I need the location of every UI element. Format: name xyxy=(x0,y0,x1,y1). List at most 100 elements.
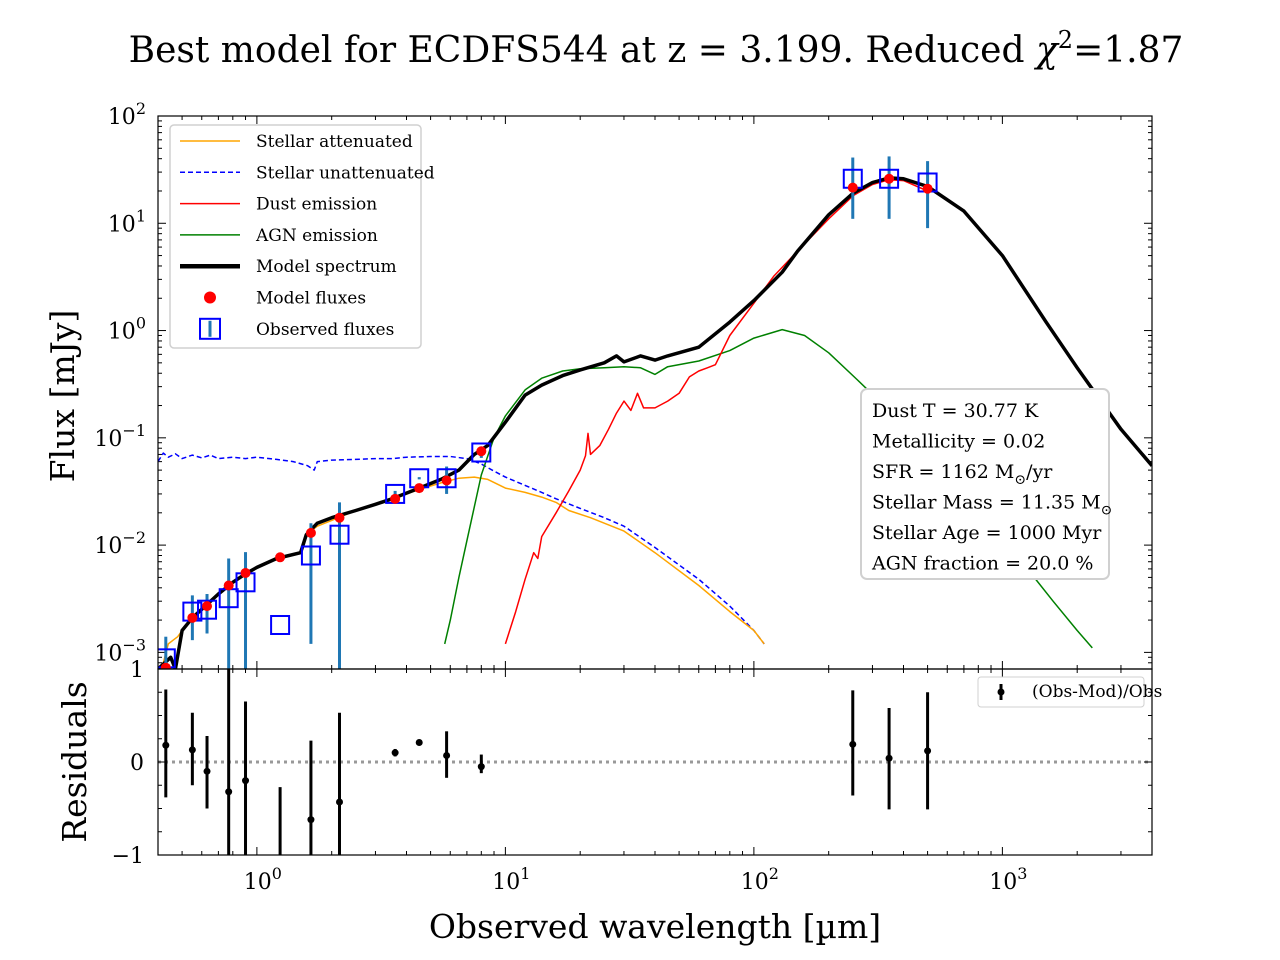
info-box: Dust T = 30.77 K Metallicity = 0.02 SFR = … xyxy=(860,388,1113,580)
observed-fluxes xyxy=(158,156,938,669)
legend-marker-observed-flux xyxy=(199,317,221,340)
observed-flux-marker xyxy=(300,545,321,566)
residual-point xyxy=(443,751,451,759)
y-tick-base: 10 xyxy=(94,427,122,452)
residual-point xyxy=(162,741,170,749)
residual-point xyxy=(335,798,343,806)
residual-legend-box xyxy=(977,676,1145,708)
legend-label: Stellar attenuated xyxy=(256,132,413,152)
title-suffix: =1.87 xyxy=(1073,30,1183,71)
model-flux-point xyxy=(922,183,933,194)
y-tick-exp: 2 xyxy=(136,99,146,118)
residual-point xyxy=(225,788,233,796)
observed-flux-marker xyxy=(879,168,900,189)
y-tick-base: 10 xyxy=(108,320,136,345)
x-tick-label: 103 xyxy=(989,864,1027,895)
model-flux-point xyxy=(441,475,452,486)
info-line-text: Dust T = 30.77 K xyxy=(872,400,1039,422)
legend-label: Model spectrum xyxy=(256,257,397,277)
model-flux-point xyxy=(160,662,171,669)
title-sup: 2 xyxy=(1058,26,1073,54)
y-tick-label: 102 xyxy=(108,99,146,130)
x-tick-label: 100 xyxy=(244,864,282,895)
chart-title: Best model for ECDFS544 at z = 3.199. Re… xyxy=(129,26,1184,71)
residual-y-tick-label: 0 xyxy=(130,751,144,776)
x-tick-label: 101 xyxy=(492,864,530,895)
y-tick-label: 10−3 xyxy=(94,635,146,666)
info-line: SFR = 1162 M⊙/yr xyxy=(872,461,1053,488)
legend-marker-model-flux xyxy=(204,291,216,304)
y-tick-label: 100 xyxy=(108,314,146,345)
title-chi: χ xyxy=(1033,30,1060,71)
residual-y-tick-label: 1 xyxy=(130,658,144,683)
residual-axis-title: Residuals xyxy=(55,681,94,842)
legend-label: Observed fluxes xyxy=(256,320,394,340)
info-line-suffix: /yr xyxy=(1026,461,1053,483)
residual-frame xyxy=(157,668,1153,856)
residual-point xyxy=(885,754,893,762)
observed-flux-marker xyxy=(471,442,492,463)
residual-point xyxy=(242,777,250,785)
x-tick-base: 10 xyxy=(492,870,520,895)
info-line: Metallicity = 0.02 xyxy=(872,431,1045,453)
residual-y-tick-label: −1 xyxy=(112,844,144,869)
model-flux-point xyxy=(884,173,895,184)
y-tick-base: 10 xyxy=(94,534,122,559)
info-line-text: SFR = 1162 M xyxy=(872,461,1014,483)
info-box-frame xyxy=(860,388,1110,580)
model-flux-point xyxy=(305,527,316,538)
y-tick-base: 10 xyxy=(94,641,122,666)
x-tick-exp: 2 xyxy=(769,864,779,883)
model-flux-point xyxy=(390,493,401,504)
observed-flux-marker xyxy=(329,524,350,545)
model-fluxes xyxy=(160,173,933,669)
info-line: Dust T = 30.77 K xyxy=(872,400,1039,422)
x-tick-exp: 0 xyxy=(272,864,282,883)
x-tick-base: 10 xyxy=(244,870,272,895)
y-tick-exp: −1 xyxy=(122,421,146,440)
observed-flux-marker xyxy=(270,614,291,635)
model-flux-point xyxy=(414,483,425,494)
x-tick-exp: 3 xyxy=(1017,864,1027,883)
info-line-text: Stellar Age = 1000 Myr xyxy=(872,522,1102,544)
title-prefix: Best model for ECDFS544 at z = 3.199. Re… xyxy=(129,30,1036,71)
series-line-stellar-unattenuated xyxy=(158,452,765,645)
legend-label: Dust emission xyxy=(256,195,377,215)
residual-legend-label: (Obs-Mod)/Obs xyxy=(1032,682,1162,702)
model-flux-point xyxy=(202,601,213,612)
y-tick-label: 10−2 xyxy=(94,528,146,559)
model-flux-point xyxy=(476,446,487,457)
info-line-text: Stellar Mass = 11.35 M xyxy=(872,492,1101,514)
residual-point xyxy=(477,763,485,771)
legend-label: Stellar unattenuated xyxy=(256,163,435,183)
x-axis-title: Observed wavelength [µm] xyxy=(429,907,881,946)
model-flux-point xyxy=(847,182,858,193)
observed-flux-marker xyxy=(197,599,218,620)
y-tick-base: 10 xyxy=(108,212,136,237)
x-tick-label: 102 xyxy=(741,864,779,895)
residual-point xyxy=(415,738,423,746)
y-tick-exp: −3 xyxy=(122,635,146,654)
info-sun-symbol: ⊙ xyxy=(1101,503,1113,519)
y-tick-label: 101 xyxy=(108,206,146,237)
info-line: Stellar Age = 1000 Myr xyxy=(872,522,1102,544)
legend: Stellar attenuated Stellar unattenuated Du… xyxy=(169,124,435,349)
info-line-text: Metallicity = 0.02 xyxy=(872,431,1045,453)
legend-box xyxy=(169,124,422,349)
residual-point xyxy=(188,746,196,754)
model-flux-point xyxy=(334,512,345,523)
info-line: AGN fraction = 20.0 % xyxy=(871,553,1093,575)
residual-points xyxy=(162,669,932,855)
model-flux-point xyxy=(187,612,198,623)
y-tick-exp: 1 xyxy=(136,206,146,225)
residual-point xyxy=(307,816,315,824)
legend-label: Model fluxes xyxy=(256,289,366,309)
legend-label: AGN emission xyxy=(255,226,378,246)
residual-point xyxy=(924,747,932,755)
info-line-text: AGN fraction = 20.0 % xyxy=(871,553,1093,575)
residual-point xyxy=(203,767,211,775)
x-tick-base: 10 xyxy=(741,870,769,895)
